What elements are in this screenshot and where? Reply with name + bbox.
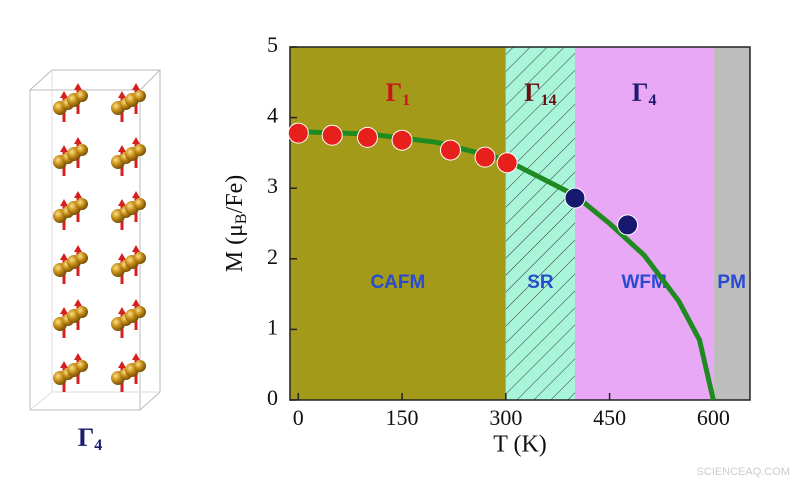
x-tick-label: 600 [697,405,730,430]
data-point [287,122,309,144]
spin-arrow-head [60,199,68,206]
phase-region [713,47,750,400]
spin-arrow-head [132,83,140,90]
data-point [439,139,461,161]
spin-arrow-head [118,91,126,98]
y-tick-label: 2 [267,244,278,269]
spin-arrow-head [118,145,126,152]
data-point [617,214,639,236]
x-tick-label: 0 [293,405,304,430]
spin-arrow-head [60,361,68,368]
region-name: PM [717,272,746,293]
phase-label: Γ4 [632,78,657,109]
spin-arrow-head [118,307,126,314]
structure-label: Γ4 [78,423,103,454]
spin-arrow-head [74,353,82,360]
cell-edge [28,69,162,91]
spin-arrow-head [60,253,68,260]
spin-arrow-head [132,245,140,252]
phase-symbol: Γ [386,78,403,107]
spin-arrow-head [74,299,82,306]
region-name: CAFM [370,272,425,293]
phase-symbol: Γ [524,78,541,107]
phase-region [574,47,714,400]
phase-sub: 4 [648,92,656,109]
atom [76,252,88,264]
atom [134,90,146,102]
y-axis-title-main: M (μ [222,224,248,272]
spin-arrow-head [74,191,82,198]
x-tick-label: 300 [489,405,522,430]
atom [76,90,88,102]
data-point [391,129,413,151]
data-point [356,126,378,148]
x-tick-label: 450 [593,405,626,430]
atom [134,360,146,372]
spin-arrow-head [60,91,68,98]
phase-region-hatch [505,47,575,400]
phase-label: Γ14 [524,78,557,109]
atom [76,198,88,210]
cell-edge [29,90,141,411]
data-point [564,187,586,209]
plot-frame [289,46,751,401]
atom [134,306,146,318]
spin-arrow-head [132,353,140,360]
watermark: SCIENCEAQ.COM [696,466,790,478]
region-name: SR [527,272,554,293]
phase-sub: 1 [402,92,410,109]
phase-symbol: Γ [632,78,649,107]
data-point [321,124,343,146]
structure-label-sub: 4 [94,437,102,454]
y-axis-title-sub: B [233,213,250,224]
spin-arrow-head [132,191,140,198]
structure-label-symbol: Γ [78,423,95,452]
x-tick-label: 150 [386,405,419,430]
phase-sub: 14 [541,92,557,109]
spin-arrow-head [74,137,82,144]
atom [76,360,88,372]
spin-arrow-head [60,145,68,152]
spin-arrow-head [132,299,140,306]
spin-arrow-head [118,253,126,260]
atom [134,144,146,156]
y-tick-label: 5 [267,32,278,57]
atom [76,306,88,318]
x-axis-title: T (K) [493,432,547,458]
spin-arrow-head [74,245,82,252]
crystal-structure [28,69,162,411]
y-tick-label: 3 [267,173,278,198]
spin-arrow-head [118,199,126,206]
spin-arrow-head [118,361,126,368]
y-tick-label: 4 [267,103,278,128]
atom [76,144,88,156]
phase-region [290,47,506,400]
y-tick-label: 1 [267,314,278,339]
data-point [474,146,496,168]
region-name: WFM [621,272,666,293]
cell-edge [139,70,161,411]
atom [134,198,146,210]
data-point [496,152,518,174]
atom [134,252,146,264]
y-axis-title: M (μB/Fe) [222,175,250,273]
spin-arrow-head [60,307,68,314]
spin-arrow-head [74,83,82,90]
spin-arrow-head [132,137,140,144]
y-tick-label: 0 [267,385,278,410]
y-axis-title-tail: /Fe) [222,175,248,214]
phase-label: Γ1 [386,78,411,109]
